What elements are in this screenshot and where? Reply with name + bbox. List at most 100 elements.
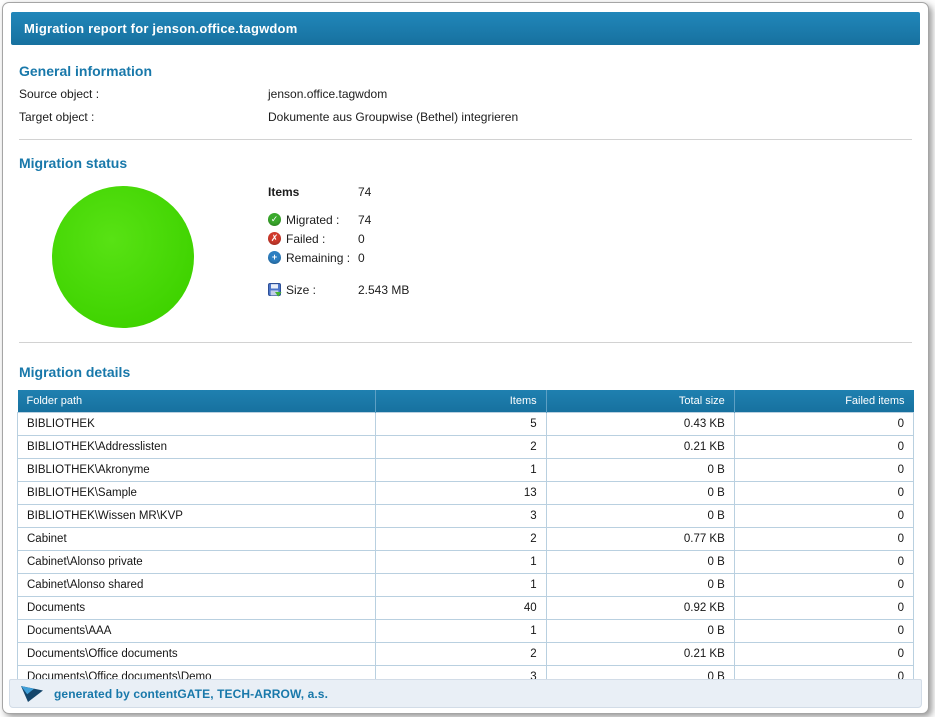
cell-failed-items: 0 bbox=[733, 596, 915, 620]
migration-status-section: Migration status Items 74 ✓ Migrated : 74 ✗… bbox=[3, 155, 928, 343]
cell-failed-items: 0 bbox=[733, 458, 915, 482]
cell-total-size: 0.77 KB bbox=[545, 527, 735, 551]
migration-details-heading: Migration details bbox=[19, 364, 131, 380]
section-divider bbox=[19, 342, 912, 343]
table-header: Folder path Items Total size Failed items bbox=[17, 390, 914, 413]
cell-total-size: 0 B bbox=[545, 619, 735, 643]
cell-total-size: 0 B bbox=[545, 481, 735, 505]
cell-items: 2 bbox=[375, 435, 547, 459]
cell-failed-items: 0 bbox=[733, 619, 915, 643]
cell-total-size: 0 B bbox=[545, 550, 735, 574]
cell-total-size: 0.43 KB bbox=[545, 412, 735, 436]
size-value: 2.543 MB bbox=[358, 282, 410, 297]
cell-folder-path: Documents\AAA bbox=[16, 619, 377, 643]
migration-status-content: Items 74 ✓ Migrated : 74 ✗ Failed : 0 + Remaini… bbox=[19, 178, 912, 328]
table-row: Documents 40 0.92 KB 0 bbox=[16, 596, 915, 620]
migration-pie-chart bbox=[52, 186, 194, 328]
remaining-plus-icon: + bbox=[268, 251, 281, 264]
status-stat-row: ✓ Migrated : 74 bbox=[268, 210, 409, 229]
items-label: Items bbox=[268, 184, 300, 199]
cell-folder-path: Cabinet\Alonso shared bbox=[16, 573, 377, 597]
cell-folder-path: BIBLIOTHEK\Wissen MR\KVP bbox=[16, 504, 377, 528]
cell-failed-items: 0 bbox=[733, 550, 915, 574]
footer-text: generated by contentGATE, TECH-ARROW, a.… bbox=[54, 686, 329, 701]
migration-status-stats: Items 74 ✓ Migrated : 74 ✗ Failed : 0 + Remaini… bbox=[268, 178, 409, 328]
cell-items: 40 bbox=[375, 596, 547, 620]
report-footer: generated by contentGATE, TECH-ARROW, a.… bbox=[9, 679, 922, 708]
cell-total-size: 0.21 KB bbox=[545, 435, 735, 459]
migration-details-table: Folder path Items Total size Failed items B… bbox=[16, 390, 915, 689]
items-value: 74 bbox=[358, 184, 372, 199]
cell-folder-path: Documents bbox=[16, 596, 377, 620]
table-row: Cabinet 2 0.77 KB 0 bbox=[16, 527, 915, 551]
stat-label: Remaining : bbox=[286, 250, 351, 265]
stat-value: 0 bbox=[358, 231, 365, 246]
cell-failed-items: 0 bbox=[733, 642, 915, 666]
cell-folder-path: Cabinet\Alonso private bbox=[16, 550, 377, 574]
cell-folder-path: BIBLIOTHEK\Sample bbox=[16, 481, 377, 505]
column-header: Total size bbox=[546, 390, 735, 413]
migration-details-section: Migration details Folder path Items Total … bbox=[3, 364, 928, 689]
info-value: Dokumente aus Groupwise (Bethel) integri… bbox=[268, 110, 519, 124]
info-value: jenson.office.tagwdom bbox=[268, 87, 388, 101]
table-header-row: Folder path Items Total size Failed items bbox=[17, 390, 914, 413]
status-stat-row: + Remaining : 0 bbox=[268, 248, 409, 267]
status-stat-row: ✗ Failed : 0 bbox=[268, 229, 409, 248]
cell-folder-path: Cabinet bbox=[16, 527, 377, 551]
stat-value: 74 bbox=[358, 212, 372, 227]
cell-items: 1 bbox=[375, 550, 547, 574]
cell-failed-items: 0 bbox=[733, 412, 915, 436]
cell-failed-items: 0 bbox=[733, 435, 915, 459]
cell-items: 3 bbox=[375, 504, 547, 528]
report-title: Migration report for jenson.office.tagwd… bbox=[24, 21, 298, 36]
cell-items: 13 bbox=[375, 481, 547, 505]
cell-items: 5 bbox=[375, 412, 547, 436]
size-floppy-icon bbox=[268, 282, 282, 297]
info-row: Target object : Dokumente aus Groupwise (… bbox=[19, 110, 912, 125]
migrated-check-icon: ✓ bbox=[268, 213, 281, 226]
cell-total-size: 0 B bbox=[545, 573, 735, 597]
cell-total-size: 0.92 KB bbox=[545, 596, 735, 620]
column-header: Items bbox=[375, 390, 547, 413]
cell-failed-items: 0 bbox=[733, 573, 915, 597]
stat-label: Failed : bbox=[286, 231, 326, 246]
column-header: Folder path bbox=[17, 390, 377, 413]
cell-folder-path: BIBLIOTHEK\Akronyme bbox=[16, 458, 377, 482]
section-divider bbox=[19, 139, 912, 140]
tech-arrow-logo bbox=[19, 683, 45, 704]
info-label: Target object : bbox=[19, 110, 95, 124]
cell-failed-items: 0 bbox=[733, 481, 915, 505]
size-row: Size : 2.543 MB bbox=[268, 280, 409, 299]
cell-items: 2 bbox=[375, 527, 547, 551]
items-total-row: Items 74 bbox=[268, 182, 409, 201]
cell-folder-path: Documents\Office documents bbox=[16, 642, 377, 666]
failed-cross-icon: ✗ bbox=[268, 232, 281, 245]
table-row: BIBLIOTHEK 5 0.43 KB 0 bbox=[16, 412, 915, 436]
cell-items: 1 bbox=[375, 458, 547, 482]
cell-folder-path: BIBLIOTHEK bbox=[16, 412, 377, 436]
status-stat-rows: ✓ Migrated : 74 ✗ Failed : 0 + Remaining : 0 bbox=[268, 210, 409, 267]
table-row: Documents\Office documents 2 0.21 KB 0 bbox=[16, 642, 915, 666]
table-row: BIBLIOTHEK\Addresslisten 2 0.21 KB 0 bbox=[16, 435, 915, 459]
general-information-heading: General information bbox=[19, 63, 153, 79]
general-information-rows: Source object : jenson.office.tagwdom Targ… bbox=[19, 87, 912, 125]
cell-items: 1 bbox=[375, 619, 547, 643]
cell-failed-items: 0 bbox=[733, 504, 915, 528]
stat-label: Migrated : bbox=[286, 212, 340, 227]
cell-total-size: 0 B bbox=[545, 504, 735, 528]
pie-chart-zone bbox=[19, 178, 268, 328]
info-row: Source object : jenson.office.tagwdom bbox=[19, 87, 912, 102]
general-information-section: General information Source object : jenso… bbox=[3, 63, 928, 140]
stat-value: 0 bbox=[358, 250, 365, 265]
column-header: Failed items bbox=[734, 390, 914, 413]
cell-total-size: 0.21 KB bbox=[545, 642, 735, 666]
report-title-bar: Migration report for jenson.office.tagwd… bbox=[11, 12, 920, 45]
